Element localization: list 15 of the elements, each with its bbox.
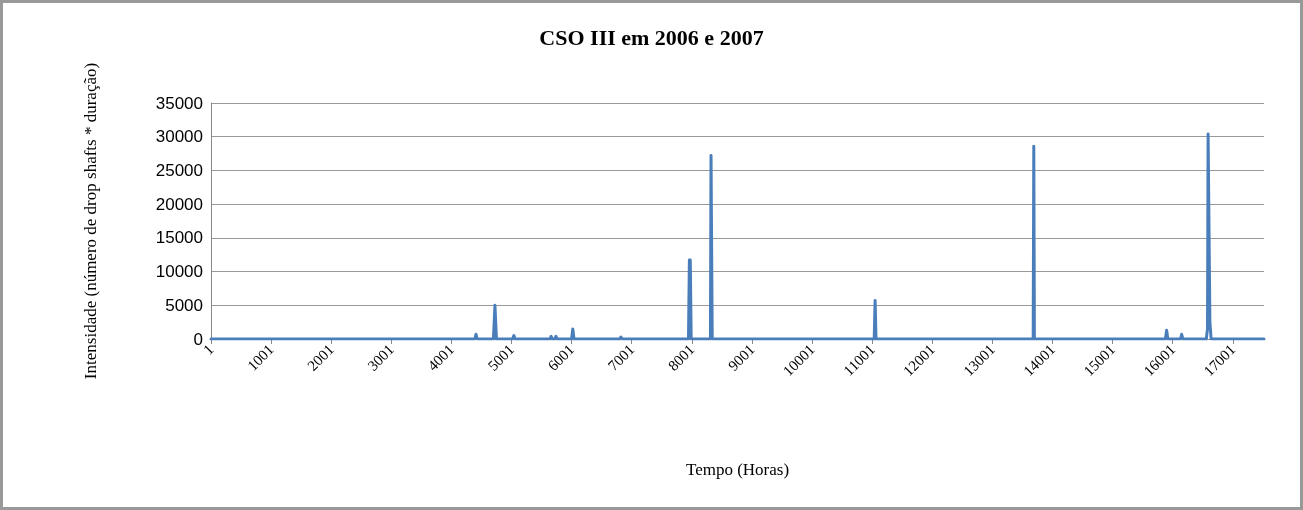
y-tick-label: 10000 xyxy=(155,262,203,282)
y-tick-label: 25000 xyxy=(155,160,203,180)
x-tick-label: 7001 xyxy=(604,341,638,374)
x-axis-title: Tempo (Horas) xyxy=(685,460,790,479)
y-tick-label: 15000 xyxy=(155,228,203,248)
y-tick-label: 0 xyxy=(193,329,203,349)
y-tick-label: 30000 xyxy=(155,127,203,147)
y-tick-label: 20000 xyxy=(155,194,203,214)
x-tick-label: 5001 xyxy=(484,341,518,374)
y-tick-label: 5000 xyxy=(165,295,203,315)
y-tick-label: 35000 xyxy=(155,93,203,113)
chart-title: CSO III em 2006 e 2007 xyxy=(539,24,764,50)
y-axis-title: Intensidade (número de drop shafts * duração) xyxy=(80,62,100,380)
x-tick-label: 4001 xyxy=(424,341,458,374)
x-tick-label: 6001 xyxy=(544,341,578,374)
